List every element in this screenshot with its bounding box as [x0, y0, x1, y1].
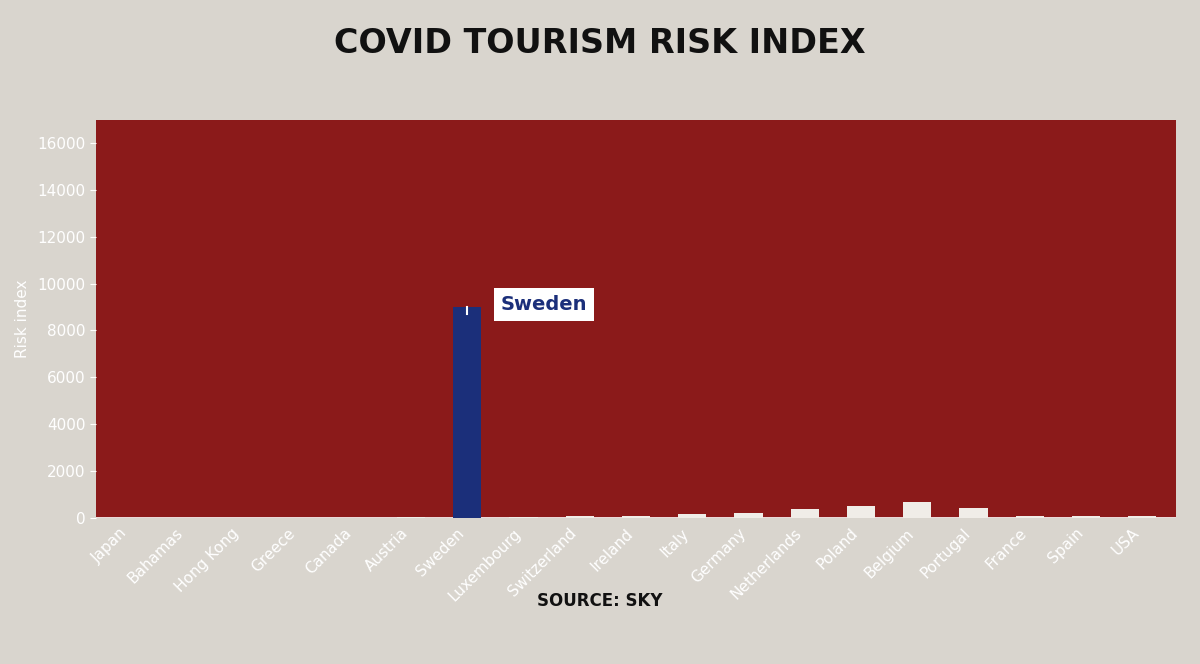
Bar	[1015, 516, 1044, 518]
Y-axis label: Risk index: Risk index	[16, 280, 30, 358]
Bar	[1072, 516, 1100, 518]
Bar	[847, 506, 875, 518]
Bar	[960, 508, 988, 518]
Bar	[565, 516, 594, 518]
Text: Sweden: Sweden	[502, 295, 588, 314]
Text: SOURCE: SKY: SOURCE: SKY	[538, 592, 662, 610]
Bar	[734, 513, 762, 518]
Bar	[622, 516, 650, 518]
Bar	[1128, 515, 1157, 518]
Bar	[510, 517, 538, 518]
Bar	[791, 509, 818, 518]
Bar	[678, 514, 707, 518]
Bar	[904, 501, 931, 518]
Text: COVID TOURISM RISK INDEX: COVID TOURISM RISK INDEX	[334, 27, 866, 60]
Bar	[454, 307, 481, 518]
